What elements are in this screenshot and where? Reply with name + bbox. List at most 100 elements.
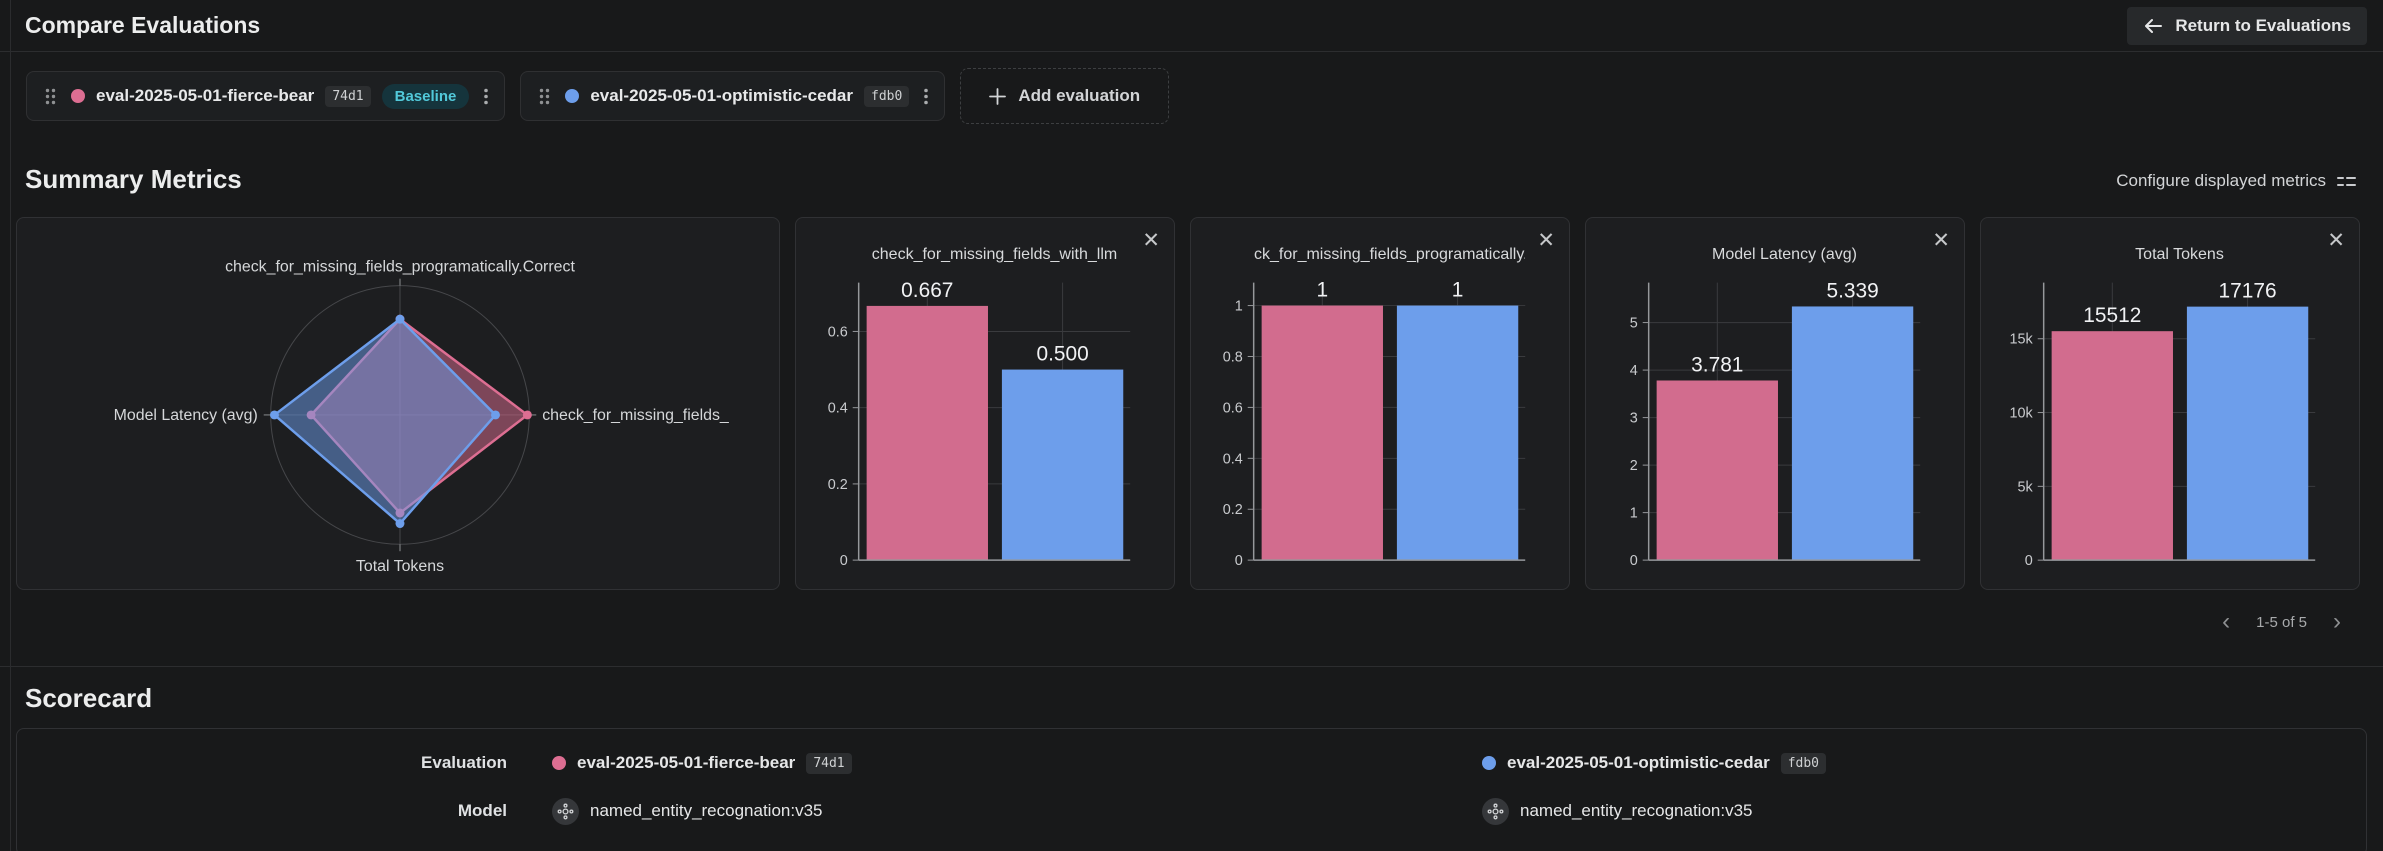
eval-name: eval-2025-05-01-fierce-bear bbox=[96, 86, 315, 105]
svg-text:2: 2 bbox=[1630, 458, 1638, 474]
evaluation-chip-baseline: eval-2025-05-01-fierce-bear 74d1 Baselin… bbox=[26, 71, 506, 121]
svg-text:5: 5 bbox=[1630, 316, 1638, 332]
svg-text:15k: 15k bbox=[2010, 332, 2034, 348]
close-icon[interactable]: ✕ bbox=[1928, 226, 1954, 255]
scorecard-row-evaluation: Evaluation eval-2025-05-01-fierce-bear 7… bbox=[17, 739, 2366, 787]
scorecard-model-cell-2: named_entity_recognation:v35 bbox=[1437, 797, 2366, 825]
svg-text:0.500: 0.500 bbox=[1036, 343, 1088, 366]
svg-text:0.2: 0.2 bbox=[828, 477, 848, 493]
cards-pagination: ‹ 1-5 of 5 › bbox=[0, 610, 2345, 634]
scorecard-row-model: Model named_entity_recognation:v35 named… bbox=[17, 787, 2366, 835]
kebab-menu-icon[interactable] bbox=[480, 84, 492, 109]
svg-text:4: 4 bbox=[1630, 363, 1638, 379]
svg-text:0: 0 bbox=[1235, 553, 1243, 569]
svg-text:0.2: 0.2 bbox=[1223, 502, 1243, 518]
eval-color-dot bbox=[552, 756, 566, 770]
metric-card-3: ✕ Model Latency (avg) 0 1 2 3 4 5 3.781 5.339 bbox=[1585, 217, 1965, 590]
radar-metric-card: check_for_missing_fields_programatically… bbox=[16, 217, 780, 590]
svg-text:17176: 17176 bbox=[2219, 280, 2277, 303]
eval-hash-badge: fdb0 bbox=[1780, 752, 1826, 774]
section-divider bbox=[0, 666, 2383, 667]
radar-chart: check_for_missing_fields_programatically… bbox=[114, 259, 730, 575]
plus-icon bbox=[989, 87, 1007, 105]
configure-label: Configure displayed metrics bbox=[2116, 171, 2326, 190]
scorecard-row-label: Model bbox=[457, 801, 507, 820]
return-button-label: Return to Evaluations bbox=[2175, 15, 2351, 35]
svg-text:0.8: 0.8 bbox=[1223, 349, 1243, 365]
svg-text:0.6: 0.6 bbox=[828, 324, 848, 340]
eval-name: eval-2025-05-01-optimistic-cedar bbox=[1507, 753, 1770, 772]
svg-text:1: 1 bbox=[1452, 279, 1464, 302]
top-bar: Compare Evaluations Return to Evaluation… bbox=[0, 0, 2383, 52]
metric-card-title: check_for_missing_fields_with_llm bbox=[871, 246, 1118, 263]
add-evaluation-button[interactable]: Add evaluation bbox=[960, 68, 1170, 124]
svg-text:3: 3 bbox=[1630, 411, 1638, 427]
drag-handle-icon[interactable] bbox=[535, 84, 554, 109]
summary-metrics-header: Summary Metrics Configure displayed metr… bbox=[25, 164, 2363, 195]
eval-color-dot bbox=[71, 89, 85, 103]
svg-text:Model Latency (avg): Model Latency (avg) bbox=[114, 407, 258, 424]
metric-card-4: ✕ Total Tokens 0 5k 10k 15k 15512 17176 bbox=[1980, 217, 2360, 590]
svg-text:5k: 5k bbox=[2018, 479, 2034, 495]
svg-text:10k: 10k bbox=[2010, 406, 2034, 422]
page-left-border bbox=[10, 0, 11, 851]
svg-text:0.6: 0.6 bbox=[1223, 400, 1243, 416]
bar-chart: 0 0.2 0.4 0.6 0.8 1 1 1 bbox=[1223, 279, 1526, 569]
metric-card-title: Model Latency (avg) bbox=[1712, 246, 1857, 263]
eval-color-dot bbox=[1482, 756, 1496, 770]
arrow-left-icon bbox=[2143, 17, 2163, 35]
svg-text:1: 1 bbox=[1235, 299, 1243, 315]
configure-displayed-metrics-button[interactable]: Configure displayed metrics bbox=[2110, 167, 2363, 195]
chevron-right-icon[interactable]: › bbox=[2329, 610, 2345, 634]
eval-hash-badge: fdb0 bbox=[864, 85, 910, 107]
svg-text:15512: 15512 bbox=[2083, 304, 2141, 327]
scorecard-evaluation-cell-1: eval-2025-05-01-fierce-bear 74d1 bbox=[507, 752, 1437, 774]
configure-metrics-icon bbox=[2336, 174, 2357, 189]
svg-text:0.4: 0.4 bbox=[1223, 451, 1243, 467]
metric-card-1: ✕ check_for_missing_fields_with_llm 0 0.2… bbox=[795, 217, 1175, 590]
svg-text:0: 0 bbox=[840, 553, 848, 569]
model-name[interactable]: named_entity_recognation:v35 bbox=[590, 801, 823, 820]
scorecard-model-cell-1: named_entity_recognation:v35 bbox=[507, 797, 1437, 825]
bar-chart: 0 0.2 0.4 0.6 0.667 0.500 bbox=[828, 279, 1131, 569]
model-icon bbox=[1482, 797, 1509, 825]
svg-text:0: 0 bbox=[2025, 553, 2033, 569]
eval-name: eval-2025-05-01-optimistic-cedar bbox=[590, 86, 854, 105]
svg-text:5.339: 5.339 bbox=[1826, 280, 1878, 303]
metric-card-title: Total Tokens bbox=[2135, 246, 2224, 263]
metric-card-2: ✕ ck_for_missing_fields_programatically.… bbox=[1190, 217, 1570, 590]
drag-handle-icon[interactable] bbox=[41, 84, 60, 109]
eval-name: eval-2025-05-01-fierce-bear bbox=[577, 753, 796, 772]
summary-metric-cards: check_for_missing_fields_programatically… bbox=[16, 217, 2367, 590]
add-evaluation-label: Add evaluation bbox=[1018, 86, 1141, 105]
evaluation-chips-row: eval-2025-05-01-fierce-bear 74d1 Baselin… bbox=[26, 68, 2383, 124]
model-name[interactable]: named_entity_recognation:v35 bbox=[1520, 801, 1753, 820]
svg-text:1: 1 bbox=[1630, 506, 1638, 522]
chevron-left-icon[interactable]: ‹ bbox=[2218, 610, 2234, 634]
scorecard-title: Scorecard bbox=[25, 683, 153, 713]
kebab-menu-icon[interactable] bbox=[920, 84, 932, 109]
svg-text:3.781: 3.781 bbox=[1691, 354, 1743, 377]
scorecard-evaluation-cell-2: eval-2025-05-01-optimistic-cedar fdb0 bbox=[1437, 752, 2366, 774]
close-icon[interactable]: ✕ bbox=[1138, 226, 1164, 255]
evaluation-chip-compare: eval-2025-05-01-optimistic-cedar fdb0 bbox=[520, 71, 946, 121]
svg-text:0: 0 bbox=[1630, 553, 1638, 569]
pagination-range: 1-5 of 5 bbox=[2256, 613, 2307, 631]
baseline-badge: Baseline bbox=[381, 83, 470, 109]
return-to-evaluations-button[interactable]: Return to Evaluations bbox=[2127, 6, 2367, 45]
close-icon[interactable]: ✕ bbox=[1533, 226, 1559, 255]
svg-text:check_for_missing_fields_: check_for_missing_fields_ bbox=[542, 407, 730, 424]
eval-hash-badge: 74d1 bbox=[806, 752, 852, 774]
eval-hash-badge: 74d1 bbox=[325, 85, 371, 107]
metric-card-title: ck_for_missing_fields_programatically.C bbox=[1254, 246, 1525, 263]
svg-text:0.4: 0.4 bbox=[828, 401, 848, 417]
model-icon bbox=[552, 797, 579, 825]
close-icon[interactable]: ✕ bbox=[2323, 226, 2349, 255]
eval-color-dot bbox=[565, 89, 580, 103]
scorecard-row-label: Evaluation bbox=[421, 753, 507, 772]
svg-text:1: 1 bbox=[1316, 279, 1328, 302]
page-title: Compare Evaluations bbox=[25, 12, 261, 38]
scorecard-table: Evaluation eval-2025-05-01-fierce-bear 7… bbox=[16, 728, 2367, 851]
svg-text:0.667: 0.667 bbox=[901, 279, 953, 302]
bar-chart: 0 1 2 3 4 5 3.781 5.339 bbox=[1630, 280, 1921, 569]
